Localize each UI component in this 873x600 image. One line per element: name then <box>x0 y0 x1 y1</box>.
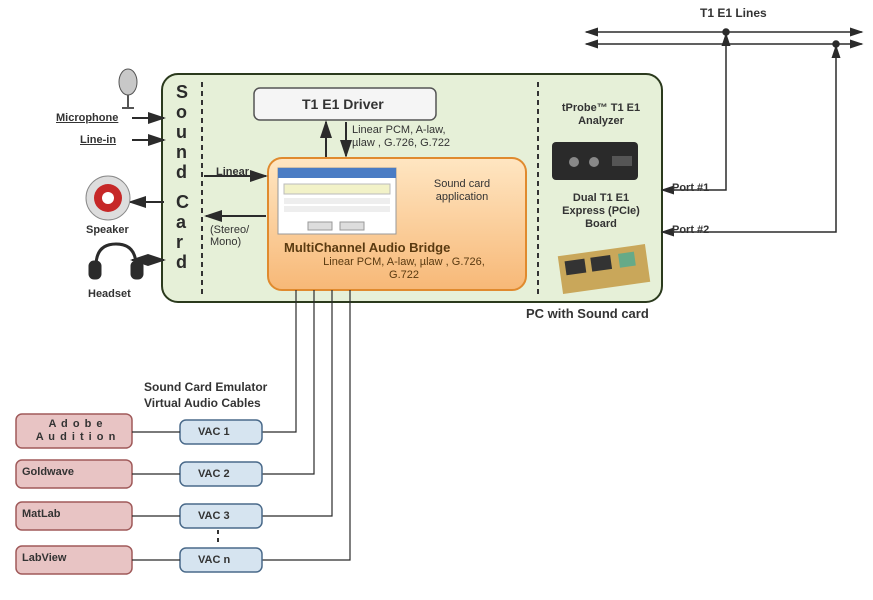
svg-text:u: u <box>176 122 187 142</box>
headset-label: Headset <box>88 288 131 300</box>
speaker-label: Speaker <box>86 224 129 236</box>
svg-text:n: n <box>176 142 187 162</box>
pc-label: PC with Sound card <box>526 306 649 321</box>
vac2-label: VAC 2 <box>198 468 230 480</box>
vac-column <box>180 420 262 572</box>
t1e1-lines-label: T1 E1 Lines <box>700 6 767 20</box>
speaker-icon <box>86 176 130 220</box>
port2-label: Port #2 <box>672 224 709 236</box>
port2-line <box>662 46 836 232</box>
bridge-title: MultiChannel Audio Bridge <box>284 240 450 255</box>
microphone-label: Microphone <box>56 112 118 124</box>
vac3-label: VAC 3 <box>198 510 230 522</box>
vac-title: Sound Card Emulator Virtual Audio Cables <box>144 380 267 411</box>
svg-text:S: S <box>176 82 188 102</box>
svg-text:o: o <box>176 102 187 122</box>
linear-label: Linear <box>216 166 249 178</box>
sound-card-app-label: Sound card application <box>412 178 512 204</box>
port1-line <box>662 34 726 190</box>
app-goldwave-label: Goldwave <box>22 466 130 478</box>
stereo-mono-label: (Stereo/ Mono) <box>210 224 249 248</box>
bridge-app-screenshot <box>278 168 396 234</box>
headset-icon <box>90 244 142 278</box>
driver-codec-label: Linear PCM, A-law, µlaw , G.726, G.722 <box>352 124 492 150</box>
app-adobe-label: A d o b e A u d i t i o n <box>22 418 130 444</box>
linein-label: Line-in <box>80 134 116 146</box>
svg-text:r: r <box>176 232 183 252</box>
vacn-label: VAC n <box>198 554 230 566</box>
tprobe-device-image <box>552 142 638 180</box>
svg-text:d: d <box>176 252 187 272</box>
vac1-label: VAC 1 <box>198 426 230 438</box>
microphone-icon <box>119 69 137 108</box>
bridge-subtitle: Linear PCM, A-law, µlaw , G.726, G.722 <box>288 256 520 282</box>
port1-label: Port #1 <box>672 182 709 194</box>
t1e1-driver-label: T1 E1 Driver <box>302 96 384 112</box>
svg-text:d: d <box>176 162 187 182</box>
app-matlab-label: MatLab <box>22 508 130 520</box>
svg-text:a: a <box>176 212 187 232</box>
svg-text:C: C <box>176 192 189 212</box>
app-labview-label: LabView <box>22 552 130 564</box>
tprobe-label: tProbe™ T1 E1 Analyzer <box>546 102 656 128</box>
t1e1-lines <box>586 29 862 47</box>
dual-board-label: Dual T1 E1 Express (PCIe) Board <box>546 192 656 232</box>
